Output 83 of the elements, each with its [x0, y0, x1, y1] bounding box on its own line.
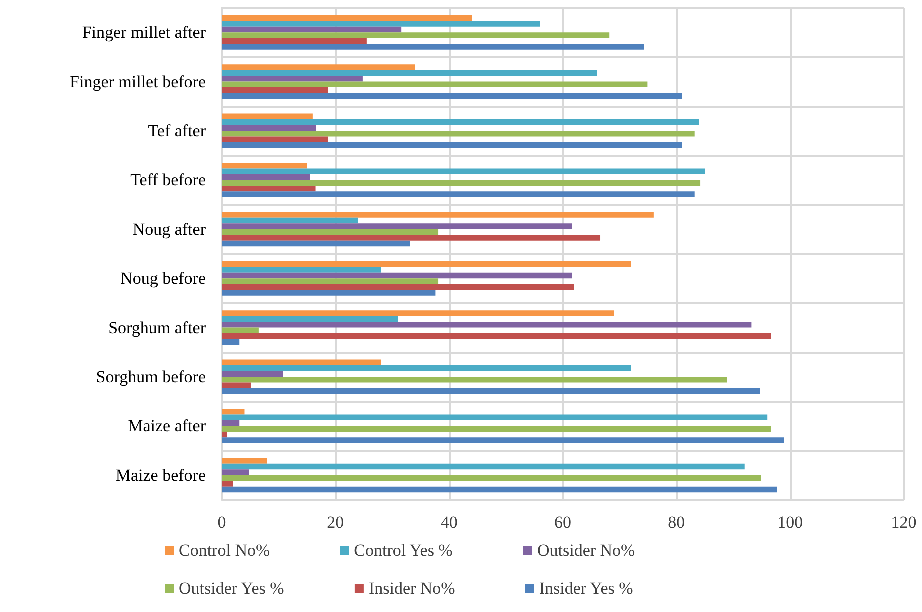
bar	[222, 310, 614, 316]
bar	[222, 64, 416, 70]
bar	[222, 186, 316, 192]
bar	[222, 131, 695, 137]
bar	[222, 267, 382, 273]
bar	[222, 432, 228, 438]
bar	[222, 240, 410, 247]
x-tick-label: 60	[554, 513, 572, 532]
legend-label: Outsider Yes %	[179, 579, 284, 598]
legend-label: Insider Yes %	[539, 579, 634, 598]
bar	[222, 377, 728, 383]
y-tick-label: Sorghum before	[96, 368, 206, 386]
bar	[222, 82, 648, 88]
bar	[222, 136, 328, 142]
legend-label: Insider No%	[368, 579, 456, 598]
bar	[222, 420, 240, 426]
bar	[222, 360, 382, 366]
y-tick-label: Maize before	[116, 466, 206, 485]
bar	[222, 481, 234, 487]
bar	[222, 229, 439, 236]
bar	[222, 382, 251, 388]
legend-label: Control No%	[179, 541, 270, 560]
bar	[222, 162, 308, 169]
x-tick-label: 20	[327, 513, 344, 532]
y-tick-label: Maize after	[128, 416, 206, 436]
bar	[222, 334, 772, 340]
bar	[222, 316, 398, 322]
x-tick-label: 40	[440, 513, 458, 532]
bar	[222, 114, 313, 120]
bar	[222, 192, 695, 198]
bar	[222, 174, 310, 180]
bar	[222, 278, 439, 284]
legend-label: Control Yes %	[354, 541, 453, 560]
bar	[222, 458, 268, 464]
y-tick-label: Noug before	[120, 269, 206, 288]
x-tick-label: 0	[218, 513, 226, 532]
bar	[222, 88, 328, 94]
y-tick-label: Sorghum after	[108, 318, 206, 338]
bar	[222, 76, 363, 82]
bar	[222, 142, 682, 148]
bar	[222, 290, 436, 296]
x-tick-label: 80	[668, 513, 686, 532]
bar	[222, 180, 701, 186]
x-tick-label: 120	[891, 513, 917, 532]
bar	[222, 438, 784, 444]
bar	[222, 32, 610, 38]
bar	[222, 470, 250, 476]
bar	[222, 15, 472, 22]
bar	[222, 388, 760, 394]
bar	[222, 168, 706, 174]
bar	[222, 284, 574, 290]
y-tick-label: Teff before	[130, 170, 206, 190]
y-tick-label: Finger millet before	[70, 72, 206, 92]
bar	[222, 70, 598, 76]
bar	[222, 486, 778, 493]
bar	[222, 371, 284, 377]
bar	[222, 261, 632, 268]
bar	[222, 218, 358, 224]
bar	[222, 366, 632, 372]
bar	[222, 408, 245, 415]
bar	[222, 120, 700, 126]
bar	[222, 339, 240, 346]
bar	[222, 26, 402, 33]
bar	[222, 235, 601, 241]
y-tick-label: Tef after	[148, 122, 206, 140]
bar	[222, 21, 540, 27]
bar	[222, 322, 752, 328]
bar	[222, 475, 762, 482]
x-tick-label: 100	[778, 513, 804, 532]
bar	[222, 125, 316, 131]
bar	[222, 272, 572, 279]
bar	[222, 464, 745, 470]
bar	[222, 224, 572, 230]
bar	[222, 44, 644, 50]
bar	[222, 426, 772, 432]
bar	[222, 414, 768, 420]
bar	[222, 38, 367, 44]
y-tick-label: Noug after	[132, 220, 206, 239]
bar	[222, 328, 259, 334]
y-tick-label: Finger millet after	[82, 23, 206, 42]
legend-label: Outsider No%	[537, 541, 636, 560]
bar	[222, 93, 682, 100]
bar	[222, 212, 654, 218]
